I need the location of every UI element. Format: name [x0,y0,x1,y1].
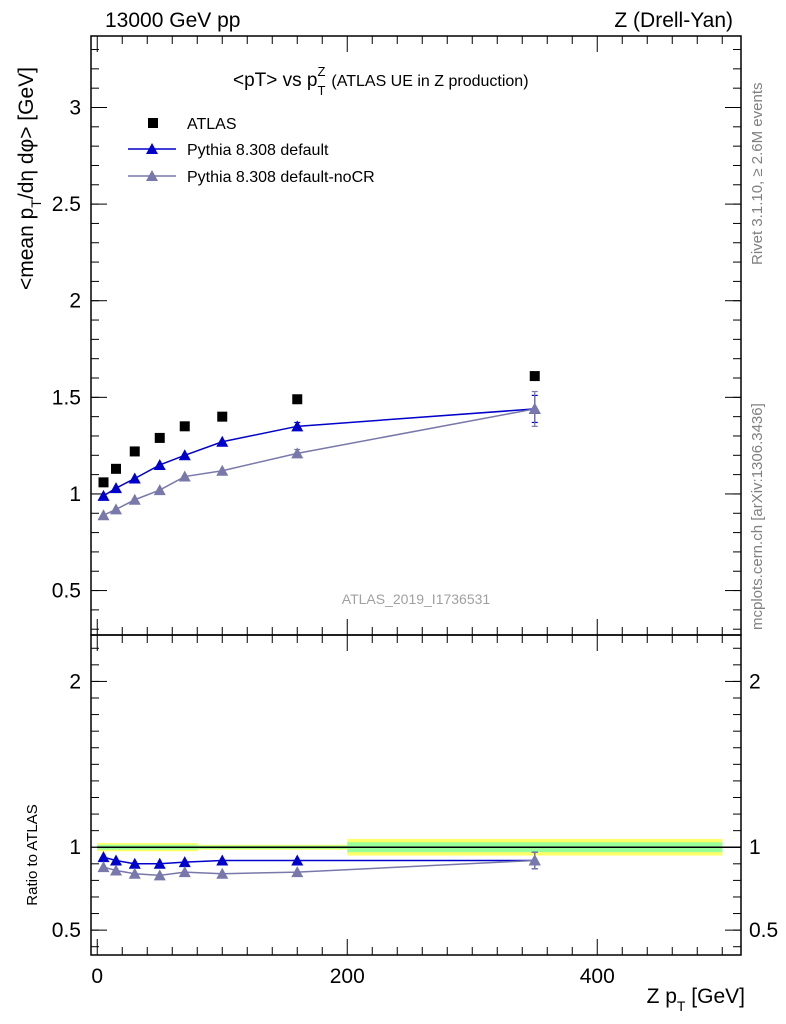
ratio-ytick-label: 1 [69,836,81,859]
analysis-watermark: ATLAS_2019_I1736531 [342,591,491,607]
legend-label-nocr: Pythia 8.308 default-noCR [187,169,375,186]
main-nocr-point [153,484,166,496]
main-default-point [97,489,110,501]
mcplots-label: mcplots.cern.ch [arXiv:1306.3436] [749,403,766,630]
xtick-label: 200 [330,965,365,988]
header-right: Z (Drell-Yan) [614,9,733,32]
main-default-point [153,458,166,470]
ratio-ytick-label: 2 [69,670,81,693]
main-nocr-line [103,408,535,516]
ratio-ytick-label: 0.5 [52,919,81,942]
ratio-default-point [110,854,122,866]
ratio-default-point [291,854,304,866]
main-default-line [103,408,535,497]
ratio-default-point [128,857,141,869]
main-default-point [128,472,141,484]
header-left: 13000 GeV pp [105,9,240,32]
main-ytick-label: 3 [69,96,81,119]
legend-label-atlas: ATLAS [187,116,237,133]
xtick-label: 0 [91,965,103,988]
chart-title: <pT> vs pTZ(ATLAS UE in Z production) [233,64,529,98]
ratio-nocr-point [97,861,110,873]
main-default-point [216,435,229,447]
legend-marker-atlas [148,118,158,128]
main-atlas-point [111,463,121,474]
ratio-default-point [153,857,166,869]
main-atlas-point [98,477,109,488]
xtick-label: 400 [580,965,615,988]
main-ytick-label: 1.5 [52,386,81,409]
main-ytick-label: 2.5 [52,193,81,216]
ratio-nocr-point [216,867,229,879]
ratio-nocr-point [291,866,304,878]
main-default-point [178,449,191,461]
ratio-plot-frame [90,634,742,956]
main-nocr-point [216,464,229,476]
main-nocr-point [110,503,122,515]
main-nocr-point [528,402,541,414]
x-axis-label: Z pT [GeV] [647,985,745,1014]
ratio-nocr-point [128,867,141,879]
ratio-default-point [216,854,229,866]
main-ytick-label: 2 [69,290,81,313]
ratio-nocr-point [178,866,191,878]
ratio-nocr-point [528,854,541,866]
main-atlas-point [217,411,228,422]
ratio-default-point [97,851,110,863]
main-nocr-point [128,493,141,505]
main-nocr-point [97,509,110,521]
main-default-point [291,420,304,432]
ratio-ylabel: Ratio to ATLAS [24,804,41,905]
main-atlas-point [529,371,540,382]
ratio-default-point [178,856,191,868]
main-atlas-point [292,394,303,405]
main-atlas-point [179,421,190,432]
main-nocr-point [178,470,191,482]
legend-marker-default [146,143,158,154]
main-ylabel: <mean pT/dη dφ> [GeV] [15,67,44,290]
ratio-nocr-point [153,869,166,881]
main-ytick-label: 1 [69,483,81,506]
ratio-ytick-label-right: 0.5 [749,919,778,942]
ratio-nocr-point [110,864,122,876]
main-ytick-label: 0.5 [52,580,81,603]
legend: ATLAS Pythia 8.308 default Pythia 8.308 … [128,116,375,186]
rivet-label: Rivet 3.1.10, ≥ 2.6M events [749,83,766,266]
main-atlas-point [129,446,140,457]
ratio-default-line [103,856,535,865]
legend-marker-nocr [146,170,158,181]
main-atlas-point [154,432,165,443]
main-nocr-point [291,447,304,459]
legend-label-default: Pythia 8.308 default [187,142,329,159]
ratio-ytick-label-right: 1 [749,836,761,859]
main-default-point [110,482,122,494]
ratio-ytick-label-right: 2 [749,670,761,693]
